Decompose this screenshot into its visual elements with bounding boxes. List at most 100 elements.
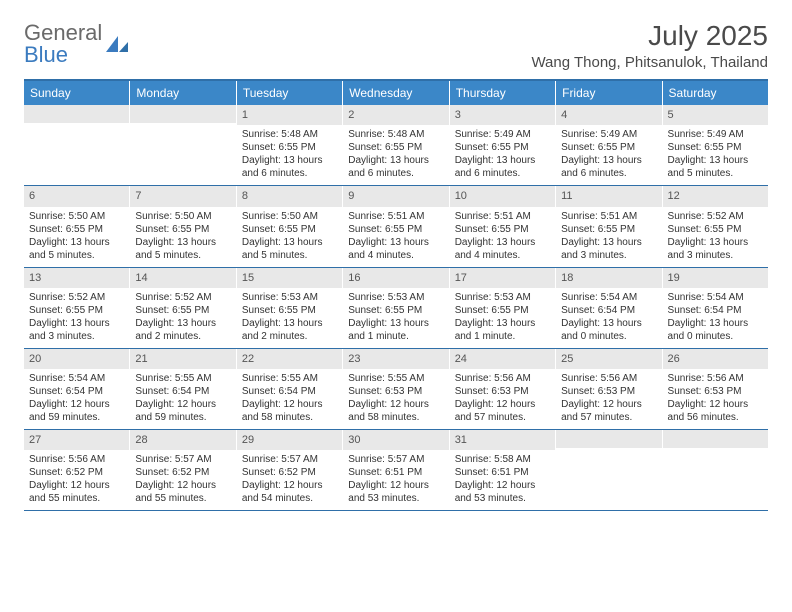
day-28: 28Sunrise: 5:57 AMSunset: 6:52 PMDayligh… [130, 430, 236, 510]
sunset-text: Sunset: 6:52 PM [29, 466, 124, 479]
logo-sail-icon [104, 34, 130, 54]
day-19: 19Sunrise: 5:54 AMSunset: 6:54 PMDayligh… [663, 268, 768, 348]
day-number: 30 [343, 430, 448, 450]
dow-saturday: Saturday [663, 81, 768, 105]
sunset-text: Sunset: 6:55 PM [348, 304, 443, 317]
daylight-text: Daylight: 13 hours and 3 minutes. [29, 317, 124, 343]
sunset-text: Sunset: 6:51 PM [348, 466, 443, 479]
day-empty [130, 105, 236, 185]
day-body: Sunrise: 5:58 AMSunset: 6:51 PMDaylight:… [450, 450, 555, 510]
daylight-text: Daylight: 13 hours and 0 minutes. [668, 317, 763, 343]
day-body: Sunrise: 5:52 AMSunset: 6:55 PMDaylight:… [24, 288, 129, 348]
day-number: 28 [130, 430, 235, 450]
day-number: 16 [343, 268, 448, 288]
day-number: 7 [130, 186, 235, 206]
daylight-text: Daylight: 12 hours and 58 minutes. [348, 398, 443, 424]
sunset-text: Sunset: 6:53 PM [668, 385, 763, 398]
daylight-text: Daylight: 13 hours and 6 minutes. [455, 154, 550, 180]
day-number: 31 [450, 430, 555, 450]
sunset-text: Sunset: 6:54 PM [29, 385, 124, 398]
calendar: SundayMondayTuesdayWednesdayThursdayFrid… [24, 79, 768, 511]
day-empty [556, 430, 662, 510]
day-21: 21Sunrise: 5:55 AMSunset: 6:54 PMDayligh… [130, 349, 236, 429]
sunset-text: Sunset: 6:55 PM [455, 223, 550, 236]
day-2: 2Sunrise: 5:48 AMSunset: 6:55 PMDaylight… [343, 105, 449, 185]
day-20: 20Sunrise: 5:54 AMSunset: 6:54 PMDayligh… [24, 349, 130, 429]
day-4: 4Sunrise: 5:49 AMSunset: 6:55 PMDaylight… [556, 105, 662, 185]
day-9: 9Sunrise: 5:51 AMSunset: 6:55 PMDaylight… [343, 186, 449, 266]
day-number: 18 [556, 268, 661, 288]
day-number: 10 [450, 186, 555, 206]
day-number: 5 [663, 105, 768, 125]
day-body: Sunrise: 5:50 AMSunset: 6:55 PMDaylight:… [237, 207, 342, 267]
day-body: Sunrise: 5:54 AMSunset: 6:54 PMDaylight:… [663, 288, 768, 348]
day-22: 22Sunrise: 5:55 AMSunset: 6:54 PMDayligh… [237, 349, 343, 429]
dow-friday: Friday [556, 81, 662, 105]
week-row: 13Sunrise: 5:52 AMSunset: 6:55 PMDayligh… [24, 268, 768, 349]
sunset-text: Sunset: 6:51 PM [455, 466, 550, 479]
sunset-text: Sunset: 6:55 PM [561, 223, 656, 236]
day-body: Sunrise: 5:51 AMSunset: 6:55 PMDaylight:… [556, 207, 661, 267]
dow-thursday: Thursday [450, 81, 556, 105]
day-body: Sunrise: 5:56 AMSunset: 6:52 PMDaylight:… [24, 450, 129, 510]
sunset-text: Sunset: 6:55 PM [455, 304, 550, 317]
day-7: 7Sunrise: 5:50 AMSunset: 6:55 PMDaylight… [130, 186, 236, 266]
sunrise-text: Sunrise: 5:58 AM [455, 453, 550, 466]
sunrise-text: Sunrise: 5:54 AM [561, 291, 656, 304]
day-body: Sunrise: 5:49 AMSunset: 6:55 PMDaylight:… [556, 125, 661, 185]
location: Wang Thong, Phitsanulok, Thailand [531, 54, 768, 71]
day-number: 14 [130, 268, 235, 288]
day-11: 11Sunrise: 5:51 AMSunset: 6:55 PMDayligh… [556, 186, 662, 266]
sunrise-text: Sunrise: 5:52 AM [29, 291, 124, 304]
sunrise-text: Sunrise: 5:57 AM [348, 453, 443, 466]
daylight-text: Daylight: 12 hours and 54 minutes. [242, 479, 337, 505]
sunrise-text: Sunrise: 5:56 AM [455, 372, 550, 385]
sunrise-text: Sunrise: 5:56 AM [561, 372, 656, 385]
dow-monday: Monday [130, 81, 236, 105]
day-body [130, 123, 235, 175]
sunrise-text: Sunrise: 5:52 AM [668, 210, 763, 223]
daylight-text: Daylight: 12 hours and 53 minutes. [455, 479, 550, 505]
day-25: 25Sunrise: 5:56 AMSunset: 6:53 PMDayligh… [556, 349, 662, 429]
sunrise-text: Sunrise: 5:57 AM [135, 453, 230, 466]
sunrise-text: Sunrise: 5:55 AM [348, 372, 443, 385]
sunrise-text: Sunrise: 5:53 AM [348, 291, 443, 304]
sunrise-text: Sunrise: 5:49 AM [561, 128, 656, 141]
week-row: 27Sunrise: 5:56 AMSunset: 6:52 PMDayligh… [24, 430, 768, 511]
daylight-text: Daylight: 12 hours and 56 minutes. [668, 398, 763, 424]
header: General Blue July 2025 Wang Thong, Phits… [24, 20, 768, 71]
day-body: Sunrise: 5:53 AMSunset: 6:55 PMDaylight:… [450, 288, 555, 348]
sunset-text: Sunset: 6:54 PM [242, 385, 337, 398]
title-block: July 2025 Wang Thong, Phitsanulok, Thail… [531, 20, 768, 71]
day-16: 16Sunrise: 5:53 AMSunset: 6:55 PMDayligh… [343, 268, 449, 348]
day-8: 8Sunrise: 5:50 AMSunset: 6:55 PMDaylight… [237, 186, 343, 266]
day-5: 5Sunrise: 5:49 AMSunset: 6:55 PMDaylight… [663, 105, 768, 185]
daylight-text: Daylight: 13 hours and 5 minutes. [29, 236, 124, 262]
daylight-text: Daylight: 13 hours and 3 minutes. [668, 236, 763, 262]
day-body: Sunrise: 5:56 AMSunset: 6:53 PMDaylight:… [663, 369, 768, 429]
daylight-text: Daylight: 13 hours and 0 minutes. [561, 317, 656, 343]
day-3: 3Sunrise: 5:49 AMSunset: 6:55 PMDaylight… [450, 105, 556, 185]
day-empty [24, 105, 130, 185]
day-body: Sunrise: 5:52 AMSunset: 6:55 PMDaylight:… [663, 207, 768, 267]
day-body: Sunrise: 5:49 AMSunset: 6:55 PMDaylight:… [663, 125, 768, 185]
sunset-text: Sunset: 6:55 PM [135, 304, 230, 317]
day-number [130, 105, 235, 123]
day-number: 26 [663, 349, 768, 369]
sunrise-text: Sunrise: 5:53 AM [242, 291, 337, 304]
dow-wednesday: Wednesday [343, 81, 449, 105]
day-number: 2 [343, 105, 448, 125]
sunrise-text: Sunrise: 5:52 AM [135, 291, 230, 304]
day-number: 17 [450, 268, 555, 288]
sunset-text: Sunset: 6:55 PM [29, 223, 124, 236]
day-body: Sunrise: 5:51 AMSunset: 6:55 PMDaylight:… [343, 207, 448, 267]
day-24: 24Sunrise: 5:56 AMSunset: 6:53 PMDayligh… [450, 349, 556, 429]
daylight-text: Daylight: 13 hours and 6 minutes. [348, 154, 443, 180]
day-body: Sunrise: 5:51 AMSunset: 6:55 PMDaylight:… [450, 207, 555, 267]
sunrise-text: Sunrise: 5:48 AM [348, 128, 443, 141]
day-body: Sunrise: 5:55 AMSunset: 6:53 PMDaylight:… [343, 369, 448, 429]
daylight-text: Daylight: 12 hours and 55 minutes. [135, 479, 230, 505]
day-number: 11 [556, 186, 661, 206]
daylight-text: Daylight: 13 hours and 2 minutes. [135, 317, 230, 343]
day-number: 19 [663, 268, 768, 288]
